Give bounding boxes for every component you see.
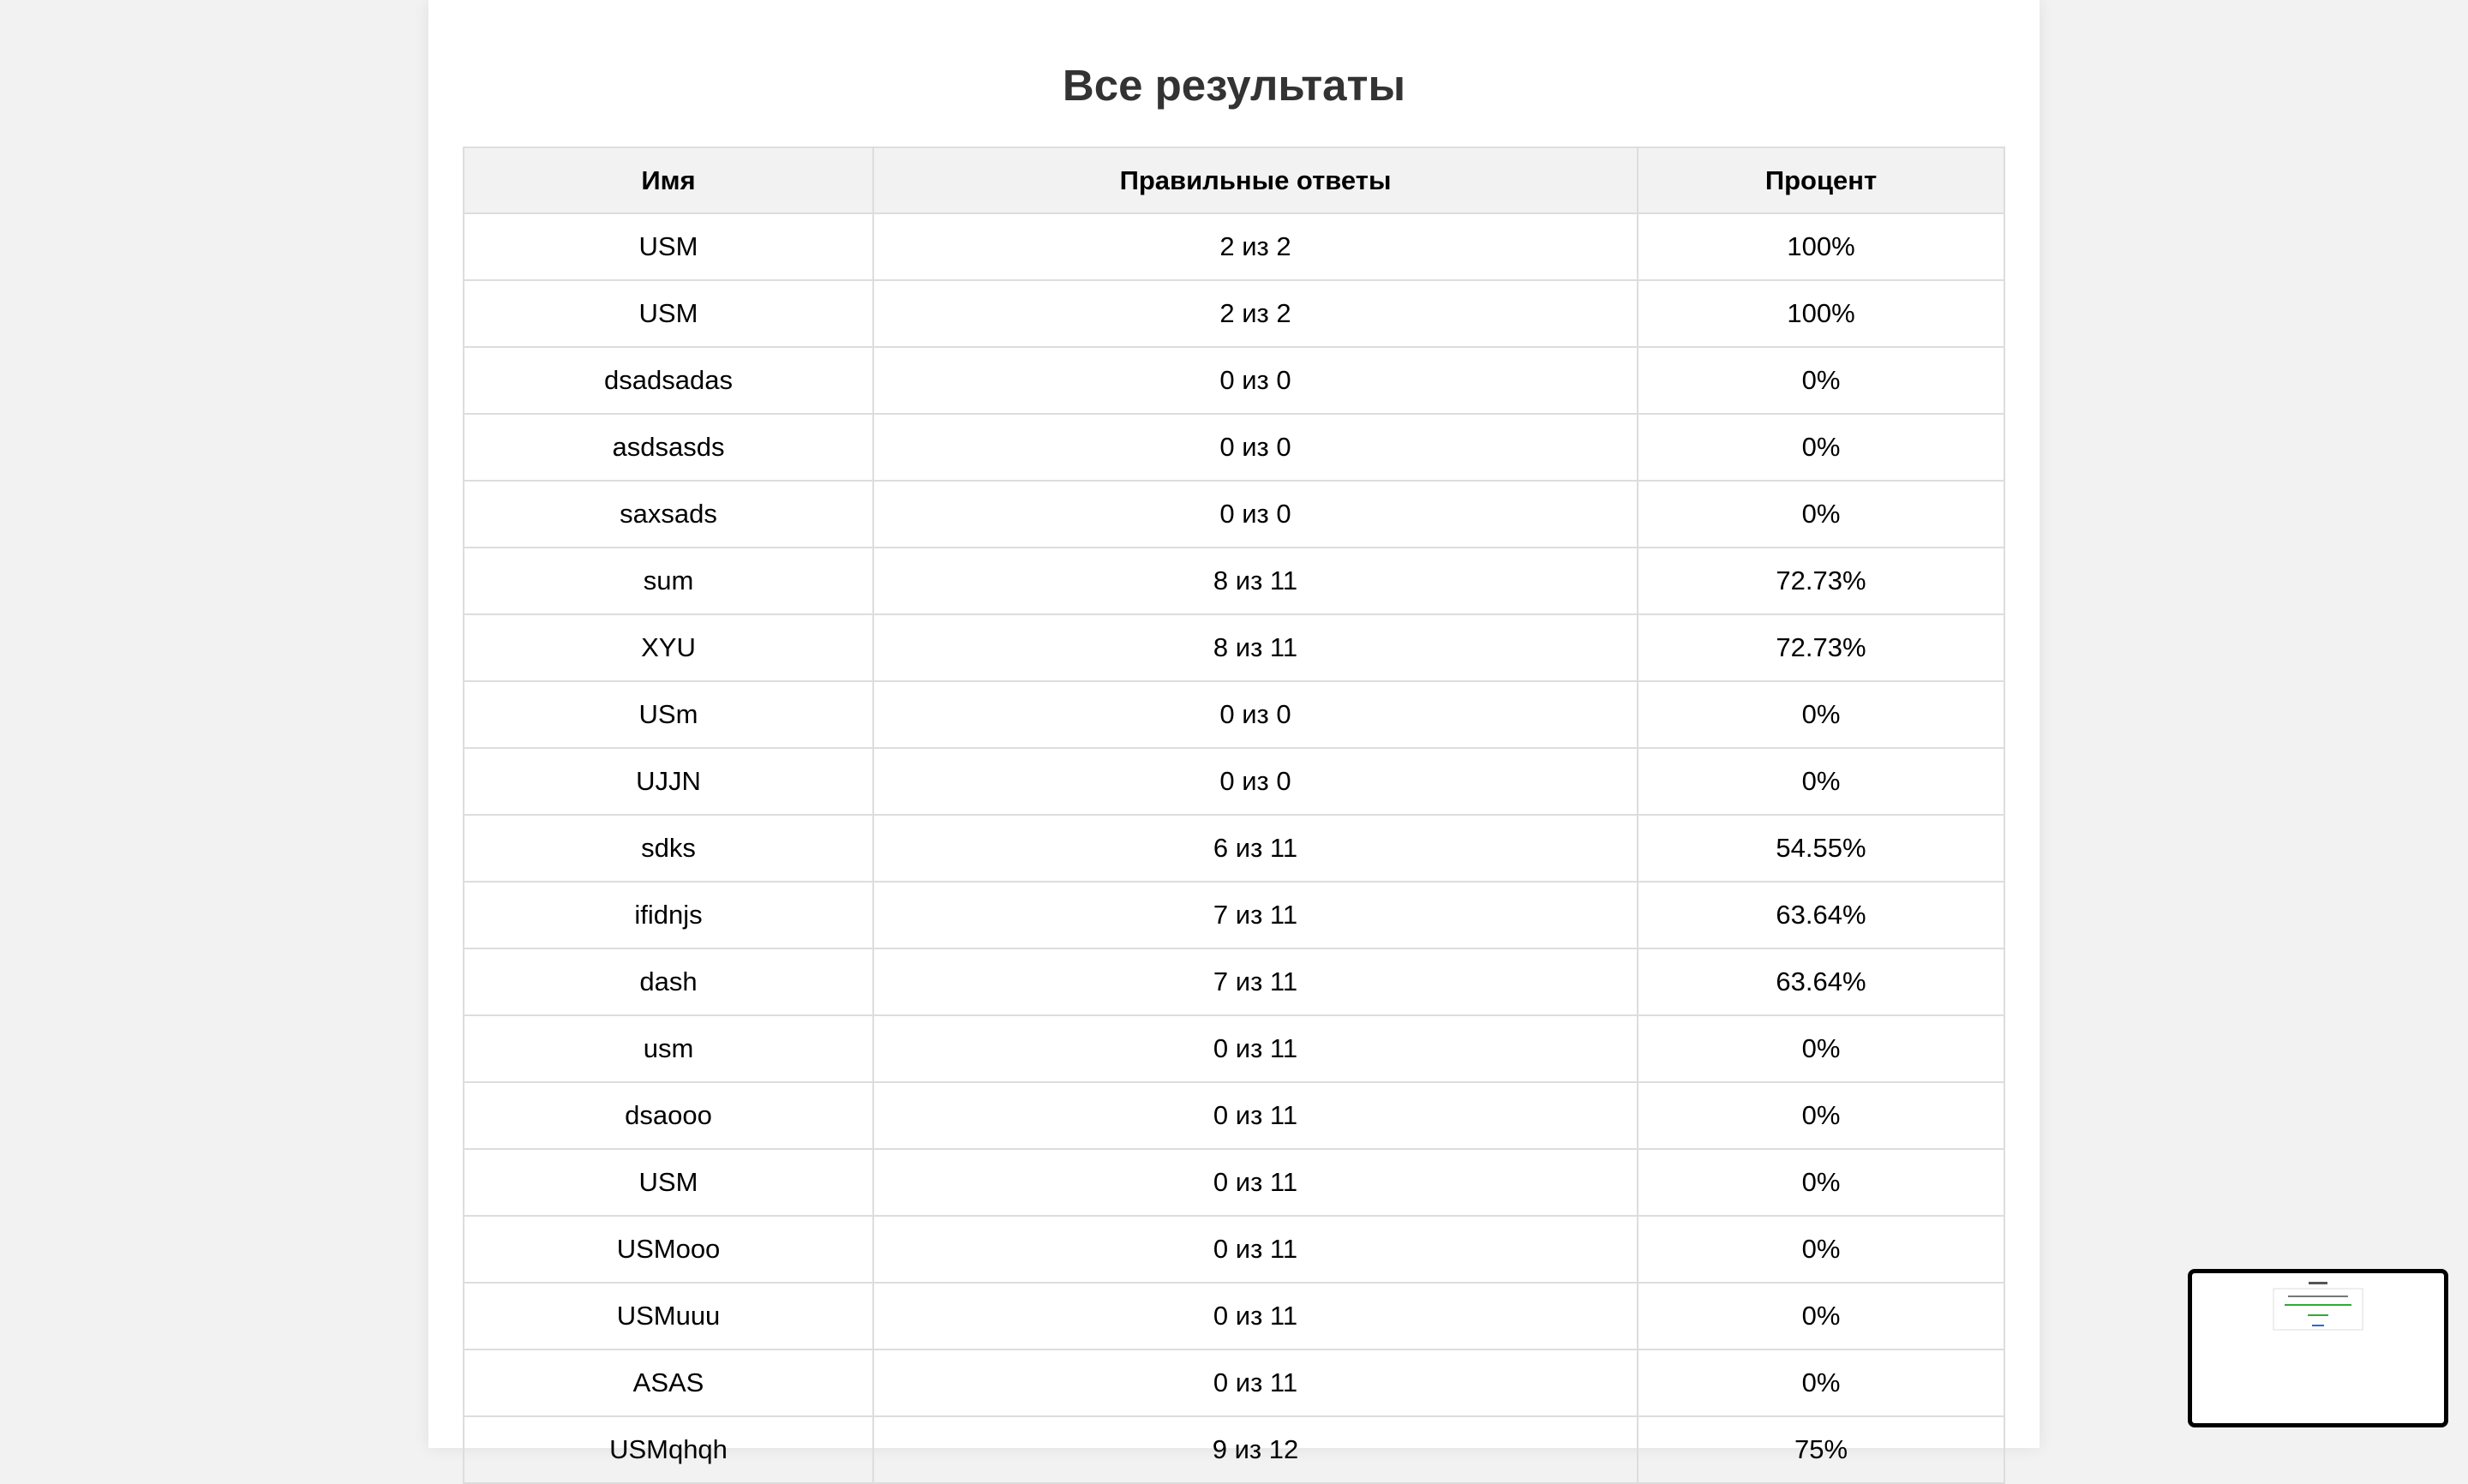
table-row: sum 8 из 11 72.73% bbox=[463, 547, 2005, 615]
table-cell: 0% bbox=[1637, 1148, 2005, 1217]
table-cell: 54.55% bbox=[1637, 814, 2005, 883]
table-row: USM 0 из 11 0% bbox=[463, 1148, 2005, 1217]
table-cell: 0 из 0 bbox=[872, 346, 1638, 415]
table-cell: UJJN bbox=[463, 747, 874, 816]
table-cell: 0% bbox=[1637, 680, 2005, 749]
column-header: Процент bbox=[1637, 147, 2005, 214]
table-cell: 2 из 2 bbox=[872, 279, 1638, 348]
table-cell: 75% bbox=[1637, 1415, 2005, 1484]
table-cell: 0 из 0 bbox=[872, 747, 1638, 816]
table-row: USMqhqh 9 из 12 75% bbox=[463, 1415, 2005, 1484]
table-row: asdsasds 0 из 0 0% bbox=[463, 413, 2005, 482]
table-row: USM 2 из 2 100% bbox=[463, 212, 2005, 281]
table-cell: USMuuu bbox=[463, 1282, 874, 1350]
preview-thumbnail[interactable] bbox=[2188, 1269, 2448, 1427]
table-cell: 0% bbox=[1637, 480, 2005, 548]
table-cell: 0 из 0 bbox=[872, 680, 1638, 749]
table-row: sdks 6 из 11 54.55% bbox=[463, 814, 2005, 883]
table-cell: 7 из 11 bbox=[872, 948, 1638, 1016]
table-cell: 0% bbox=[1637, 1282, 2005, 1350]
table-cell: 0 из 0 bbox=[872, 413, 1638, 482]
table-cell: 8 из 11 bbox=[872, 613, 1638, 682]
table-cell: asdsasds bbox=[463, 413, 874, 482]
table-cell: 63.64% bbox=[1637, 881, 2005, 949]
table-cell: dash bbox=[463, 948, 874, 1016]
table-cell: 9 из 12 bbox=[872, 1415, 1638, 1484]
table-cell: 0% bbox=[1637, 1349, 2005, 1417]
table-cell: USMqhqh bbox=[463, 1415, 874, 1484]
table-cell: 0 из 11 bbox=[872, 1014, 1638, 1083]
preview-image bbox=[2273, 1282, 2363, 1331]
table-row: usm 0 из 11 0% bbox=[463, 1014, 2005, 1083]
table-cell: USM bbox=[463, 279, 874, 348]
table-cell: usm bbox=[463, 1014, 874, 1083]
table-cell: dsadsadas bbox=[463, 346, 874, 415]
table-cell: 0% bbox=[1637, 413, 2005, 482]
table-cell: 100% bbox=[1637, 212, 2005, 281]
table-cell: 72.73% bbox=[1637, 547, 2005, 615]
table-row: USMuuu 0 из 11 0% bbox=[463, 1282, 2005, 1350]
table-cell: ASAS bbox=[463, 1349, 874, 1417]
table-cell: 0% bbox=[1637, 1081, 2005, 1150]
page-title: Все результаты bbox=[1062, 61, 1406, 110]
results-container: Все результаты Имя Правильные ответы Проце… bbox=[428, 0, 2040, 1484]
table-cell: 0 из 0 bbox=[872, 480, 1638, 548]
table-cell: 0 из 11 bbox=[872, 1282, 1638, 1350]
table-cell: ifidnjs bbox=[463, 881, 874, 949]
table-row: dash 7 из 11 63.64% bbox=[463, 948, 2005, 1016]
table-row: dsadsadas 0 из 0 0% bbox=[463, 346, 2005, 415]
table-cell: 8 из 11 bbox=[872, 547, 1638, 615]
table-row: ifidnjs 7 из 11 63.64% bbox=[463, 881, 2005, 949]
header-row: Имя Правильные ответы Процент bbox=[463, 147, 2005, 214]
table-cell: 7 из 11 bbox=[872, 881, 1638, 949]
table-row: USMooo 0 из 11 0% bbox=[463, 1215, 2005, 1284]
table-cell: 6 из 11 bbox=[872, 814, 1638, 883]
table-cell: saxsads bbox=[463, 480, 874, 548]
table-cell: dsaooo bbox=[463, 1081, 874, 1150]
table-row: XYU 8 из 11 72.73% bbox=[463, 613, 2005, 682]
table-cell: 0 из 11 bbox=[872, 1081, 1638, 1150]
table-cell: 0% bbox=[1637, 1014, 2005, 1083]
table-cell: USMooo bbox=[463, 1215, 874, 1284]
table-row: dsaooo 0 из 11 0% bbox=[463, 1081, 2005, 1150]
table-cell: sum bbox=[463, 547, 874, 615]
table-cell: 100% bbox=[1637, 279, 2005, 348]
table-row: ASAS 0 из 11 0% bbox=[463, 1349, 2005, 1417]
table-row: USM 2 из 2 100% bbox=[463, 279, 2005, 348]
table-cell: 0% bbox=[1637, 747, 2005, 816]
table-row: UJJN 0 из 0 0% bbox=[463, 747, 2005, 816]
table-cell: 2 из 2 bbox=[872, 212, 1638, 281]
table-cell: 0 из 11 bbox=[872, 1349, 1638, 1417]
page: Все результаты Имя Правильные ответы Проце… bbox=[428, 0, 2448, 1484]
table-cell: 0 из 11 bbox=[872, 1215, 1638, 1284]
column-header: Правильные ответы bbox=[872, 147, 1638, 214]
table-cell: USM bbox=[463, 212, 874, 281]
table-row: saxsads 0 из 0 0% bbox=[463, 480, 2005, 548]
table-cell: 0 из 11 bbox=[872, 1148, 1638, 1217]
table-row: USm 0 из 0 0% bbox=[463, 680, 2005, 749]
table-cell: USM bbox=[463, 1148, 874, 1217]
table-cell: XYU bbox=[463, 613, 874, 682]
column-header: Имя bbox=[463, 147, 874, 214]
table-cell: 63.64% bbox=[1637, 948, 2005, 1016]
table-body: USM 2 из 2 100% USM 2 из 2 100% dsadsadas 0 из … bbox=[463, 212, 2005, 1484]
table-cell: USm bbox=[463, 680, 874, 749]
table-cell: 0% bbox=[1637, 1215, 2005, 1284]
results-table: Имя Правильные ответы Процент USM 2 из 2 100… bbox=[463, 147, 2005, 1484]
table-cell: 72.73% bbox=[1637, 613, 2005, 682]
table-cell: 0% bbox=[1637, 346, 2005, 415]
table-cell: sdks bbox=[463, 814, 874, 883]
